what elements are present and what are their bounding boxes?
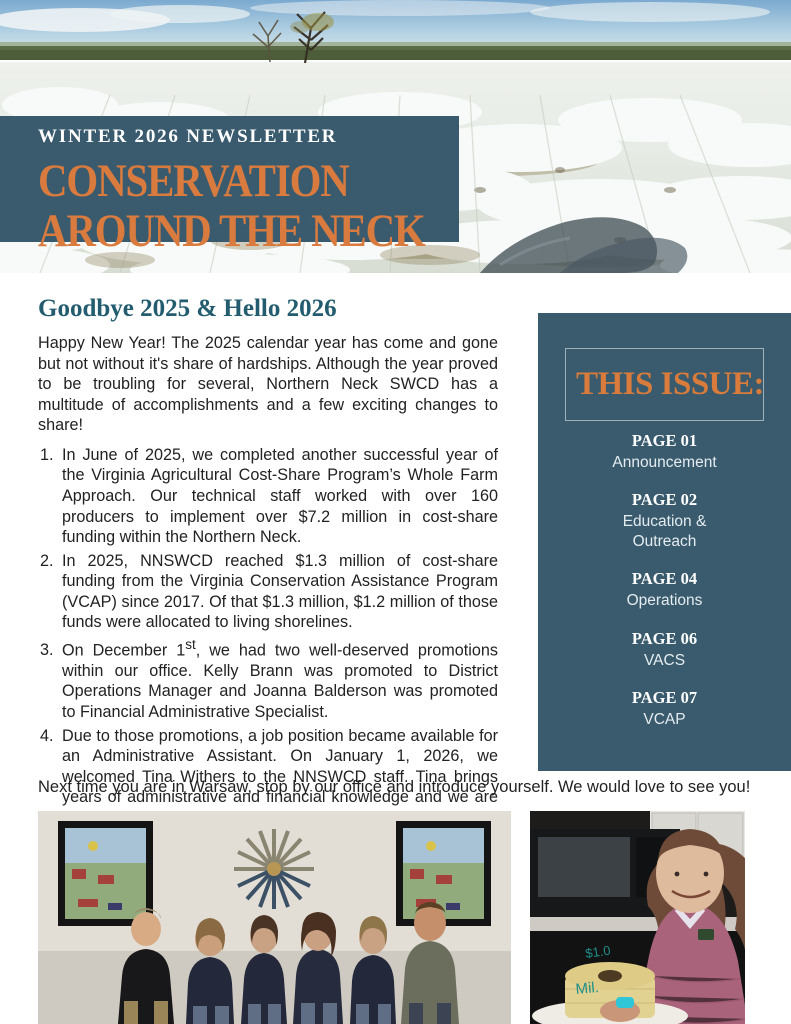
svg-text:Mil.: Mil. [575, 979, 600, 998]
